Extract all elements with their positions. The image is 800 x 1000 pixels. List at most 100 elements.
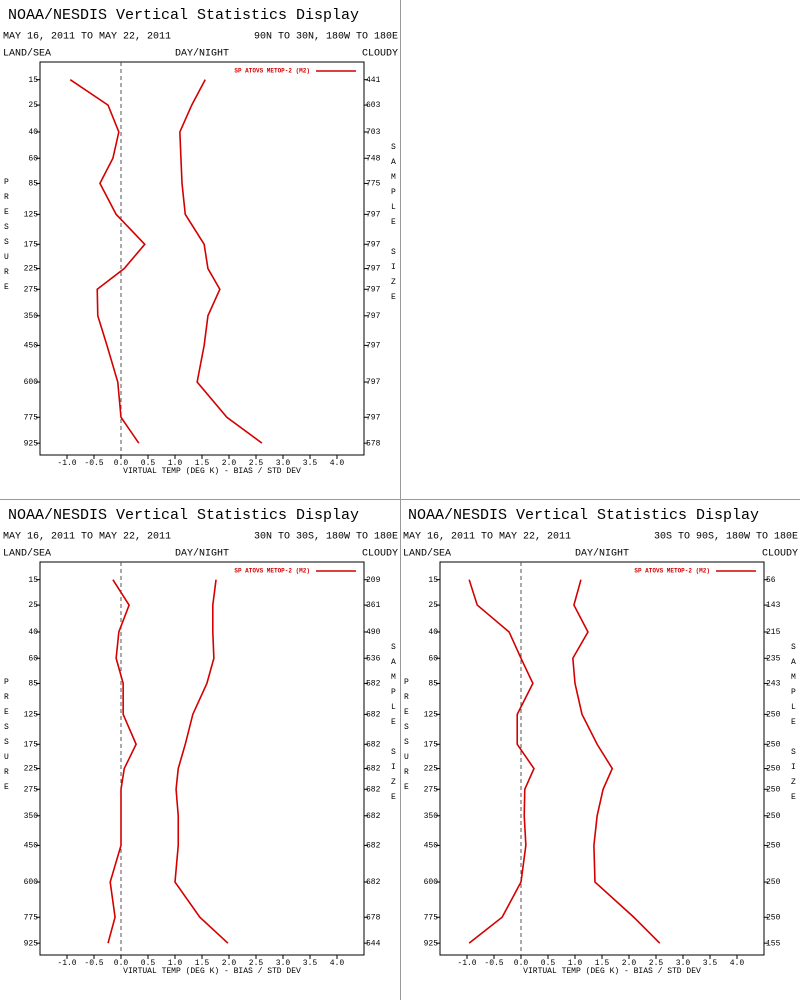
land-sea-label: LAND/SEA (403, 548, 451, 560)
sample-size: 682 (366, 785, 381, 794)
x-tick-label: 4.0 (330, 459, 345, 468)
sample-size: 56 (766, 576, 776, 585)
sample-size: 250 (766, 740, 781, 749)
sample-size: 536 (366, 654, 381, 663)
region: 30S TO 90S, 180W TO 180E (654, 532, 798, 543)
legend-label: SP ATOVS METOP-2 (M2) (234, 68, 310, 75)
x-tick-label: 0.0 (114, 959, 129, 968)
y2-axis-label: SAMPLE SIZE (389, 143, 398, 308)
y-tick-label: 775 (424, 913, 439, 922)
sample-size: 682 (366, 710, 381, 719)
x-tick-label: -1.0 (57, 959, 76, 968)
region: 30N TO 30S, 180W TO 180E (254, 532, 398, 543)
cloudy-label: CLOUDY (362, 49, 398, 60)
y-tick-label: 175 (424, 740, 439, 749)
y-tick-label: 25 (28, 601, 38, 610)
y-tick-label: 350 (424, 812, 439, 821)
sample-size: 703 (366, 128, 381, 137)
title: NOAA/NESDIS Vertical Statistics Display (8, 7, 359, 24)
y-tick-label: 775 (24, 913, 39, 922)
x-tick-label: 3.5 (303, 459, 318, 468)
x-tick-label: 0.5 (141, 959, 156, 968)
sample-size: 250 (766, 812, 781, 821)
legend-label: SP ATOVS METOP-2 (M2) (234, 568, 310, 575)
y-tick-label: 275 (424, 785, 439, 794)
y-tick-label: 450 (24, 842, 39, 851)
land-sea-label: LAND/SEA (3, 48, 51, 60)
panel: NOAA/NESDIS Vertical Statistics Display M… (2, 7, 398, 476)
y-tick-label: 125 (24, 710, 39, 719)
x-tick-label: 4.0 (330, 959, 345, 968)
y-tick-label: 40 (428, 628, 438, 637)
y-tick-label: 925 (24, 939, 39, 948)
sample-size: 797 (366, 210, 381, 219)
x-tick-label: -0.5 (84, 459, 103, 468)
sample-size: 250 (766, 785, 781, 794)
cloudy-label: CLOUDY (362, 549, 398, 560)
sample-size: 361 (366, 601, 381, 610)
date-range: MAY 16, 2011 TO MAY 22, 2011 (403, 532, 571, 543)
std-dev-line (572, 579, 661, 944)
x-tick-label: 2.0 (222, 459, 237, 468)
sample-size: 797 (366, 312, 381, 321)
sample-size: 250 (766, 878, 781, 887)
sample-size: 797 (366, 342, 381, 351)
y-tick-label: 225 (24, 765, 39, 774)
sample-size: 215 (766, 628, 781, 637)
x-tick-label: -1.0 (57, 459, 76, 468)
date-range: MAY 16, 2011 TO MAY 22, 2011 (3, 532, 171, 543)
y-tick-label: 600 (424, 878, 439, 887)
sample-size: 797 (366, 378, 381, 387)
x-tick-label: -0.5 (84, 959, 103, 968)
x-tick-label: 2.0 (622, 959, 637, 968)
x-tick-label: 4.0 (730, 959, 745, 968)
sample-size: 143 (766, 601, 781, 610)
sample-size: 582 (366, 680, 381, 689)
y-tick-label: 125 (424, 710, 439, 719)
day-night-label: DAY/NIGHT (175, 48, 229, 60)
y-tick-label: 60 (428, 654, 438, 663)
y-tick-label: 85 (28, 680, 38, 689)
sample-size: 578 (366, 439, 381, 448)
std-dev-line (174, 579, 229, 944)
date-range: MAY 16, 2011 TO MAY 22, 2011 (3, 32, 171, 43)
y-tick-label: 15 (28, 576, 38, 585)
x-tick-label: 2.5 (249, 459, 264, 468)
sample-size: 235 (766, 654, 781, 663)
y-tick-label: 350 (24, 312, 39, 321)
sample-size: 682 (366, 842, 381, 851)
sample-size: 155 (766, 939, 781, 948)
x-tick-label: 0.0 (114, 459, 129, 468)
y-tick-label: 40 (28, 128, 38, 137)
x-tick-label: 3.0 (276, 959, 291, 968)
y-tick-label: 175 (24, 740, 39, 749)
bias-line (69, 79, 146, 444)
sample-size: 250 (766, 765, 781, 774)
y-axis-label: PRESSURE (402, 678, 411, 798)
x-tick-label: 3.0 (276, 459, 291, 468)
panel: NOAA/NESDIS Vertical Statistics Display M… (402, 507, 798, 976)
y2-axis-label: SAMPLE SIZE (389, 643, 398, 808)
x-axis-label: VIRTUAL TEMP (DEG K) - BIAS / STD DEV (123, 967, 301, 976)
sample-size: 209 (366, 576, 381, 585)
land-sea-label: LAND/SEA (3, 548, 51, 560)
y-axis-label: PRESSURE (2, 178, 11, 298)
x-tick-label: 3.5 (703, 959, 718, 968)
panel: NOAA/NESDIS Vertical Statistics Display M… (2, 507, 398, 976)
cloudy-label: CLOUDY (762, 549, 798, 560)
sample-size: 678 (366, 913, 381, 922)
x-tick-label: 1.0 (168, 959, 183, 968)
y-tick-label: 60 (28, 654, 38, 663)
x-tick-label: -0.5 (484, 959, 503, 968)
sample-size: 797 (366, 413, 381, 422)
x-tick-label: 1.5 (195, 459, 210, 468)
bias-line (107, 579, 138, 944)
y-tick-label: 15 (28, 76, 38, 85)
region: 90N TO 30N, 180W TO 180E (254, 32, 398, 43)
y-tick-label: 925 (24, 439, 39, 448)
y-tick-label: 225 (424, 765, 439, 774)
sample-size: 797 (366, 265, 381, 274)
y-tick-label: 350 (24, 812, 39, 821)
sample-size: 250 (766, 913, 781, 922)
